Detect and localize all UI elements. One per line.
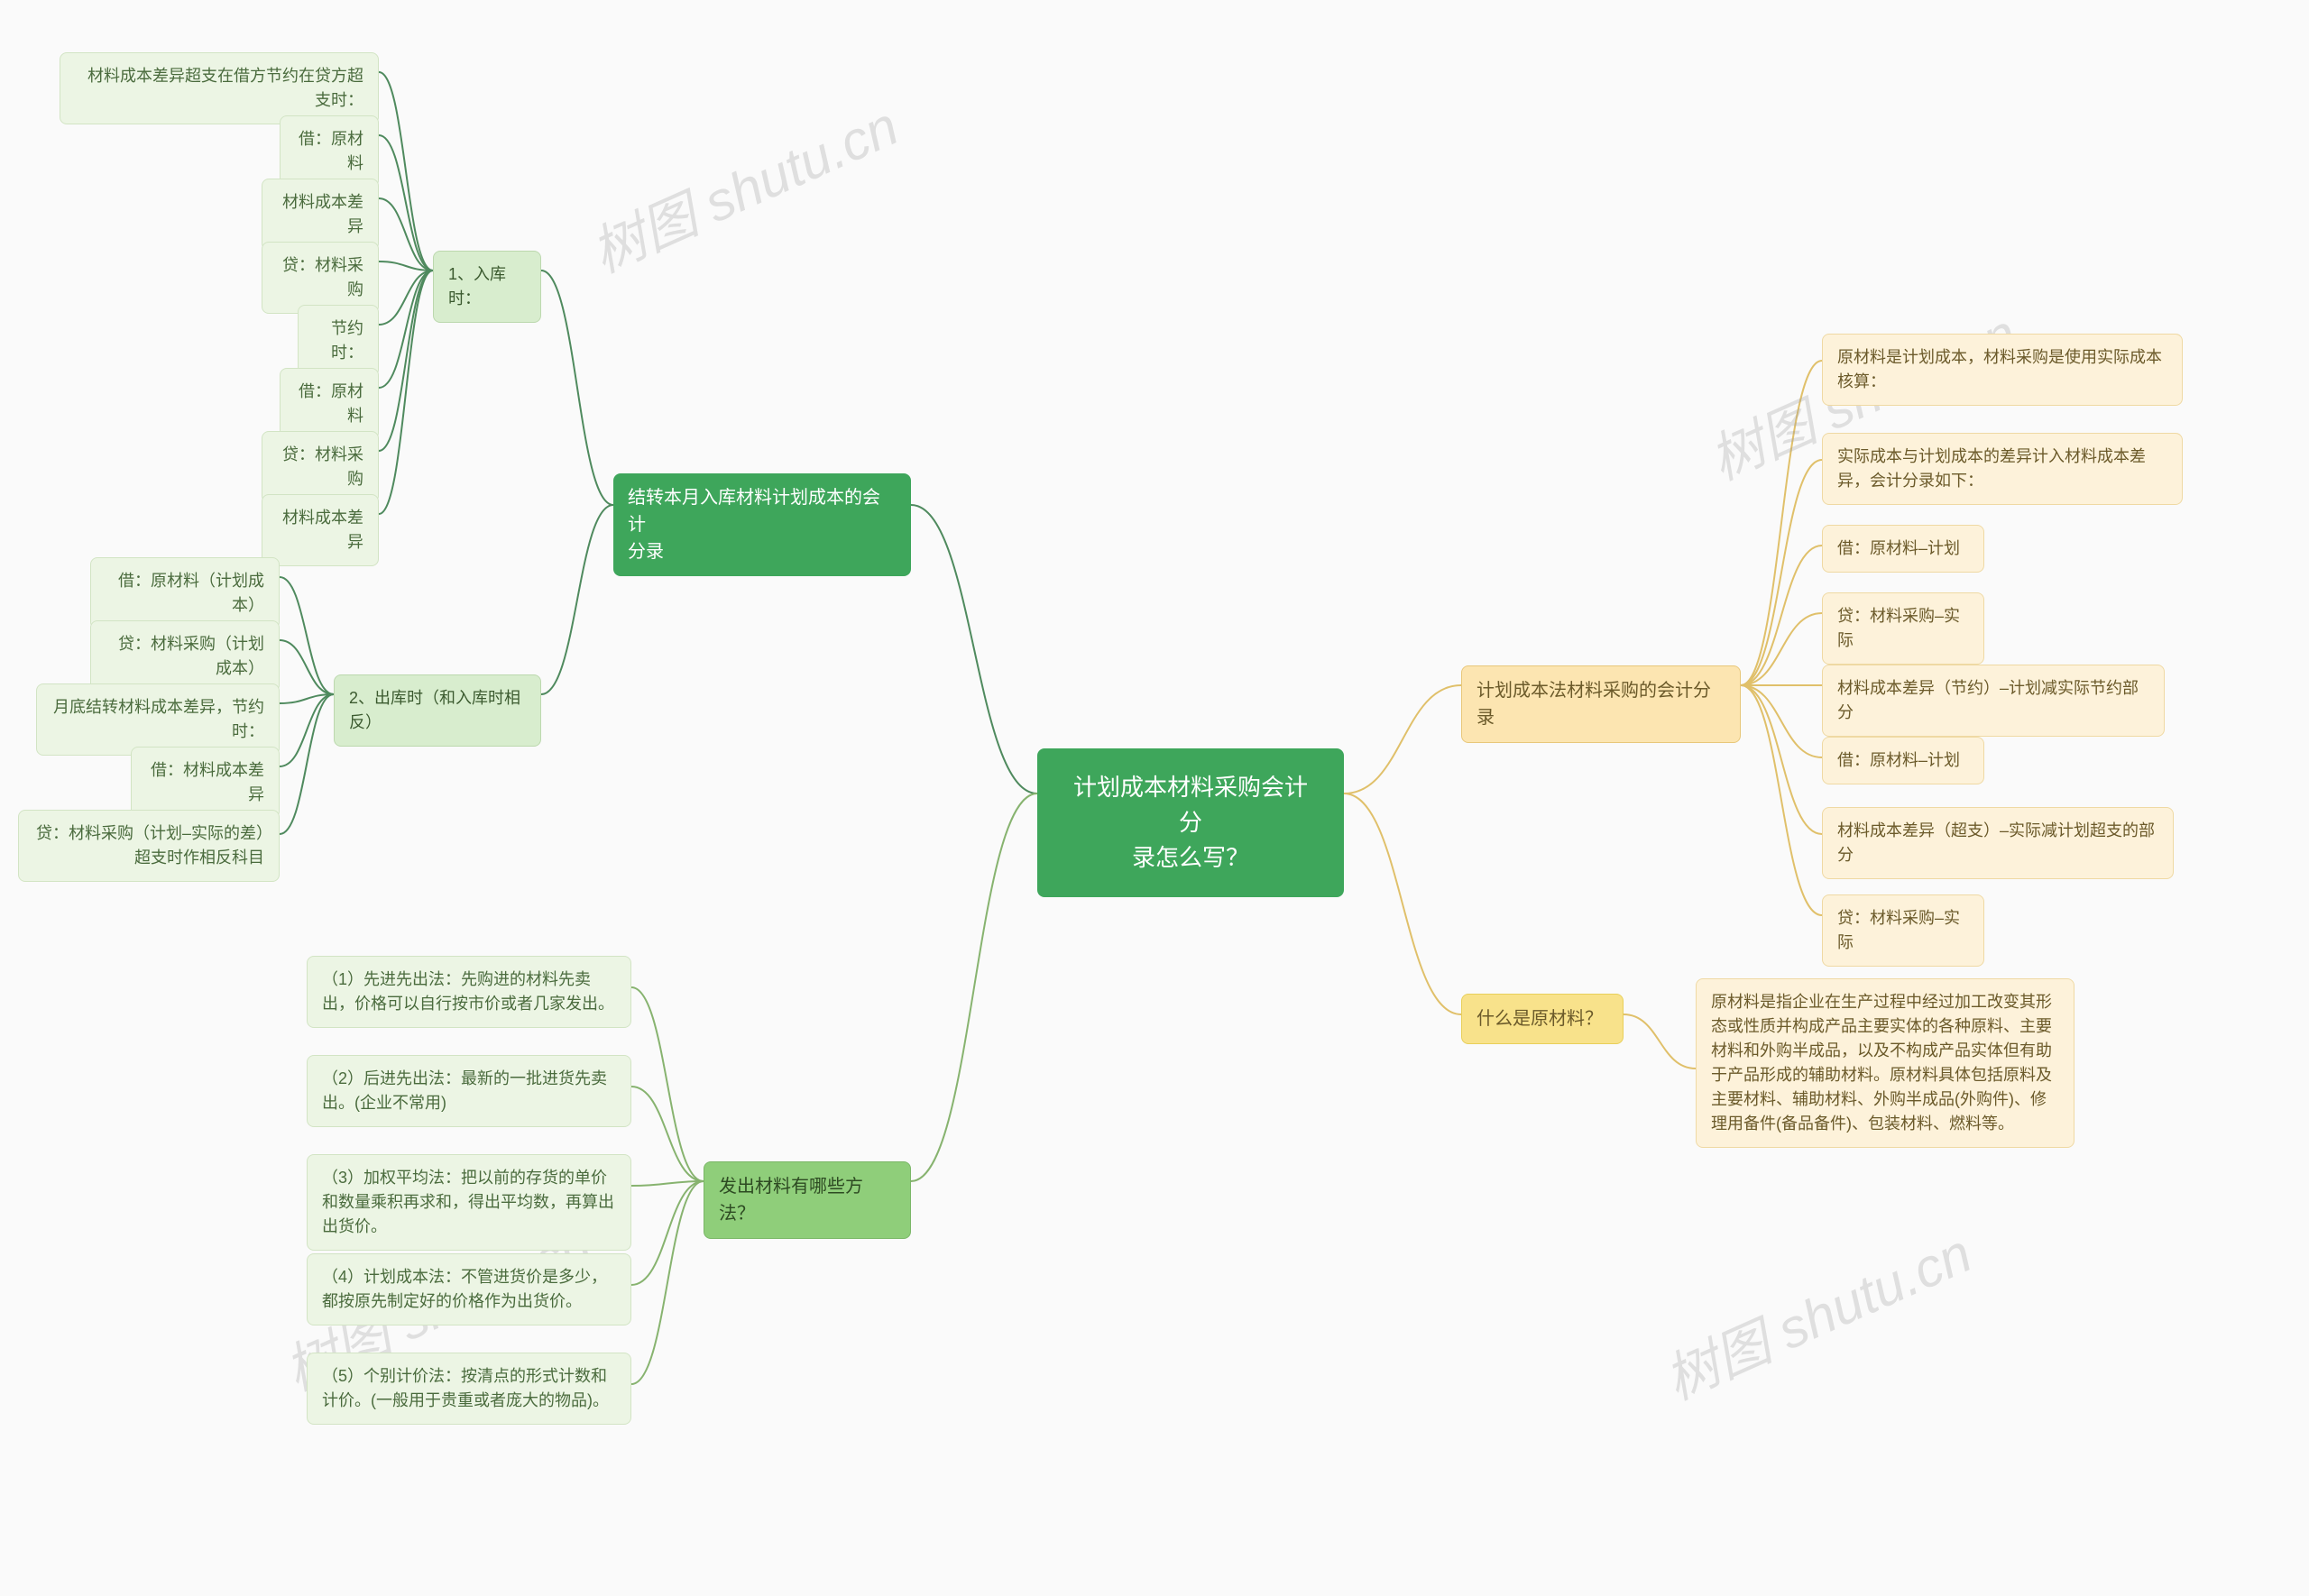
left-sub2-leaf-1[interactable]: 贷：材料采购（计划成本）: [90, 620, 280, 693]
left-branch2-leaf-3[interactable]: （4）计划成本法：不管进货价是多少，都按原先制定好的价格作为出货价。: [307, 1253, 631, 1325]
right-branch-1-leaf-1[interactable]: 实际成本与计划成本的差异计入材料成本差异，会计分录如下：: [1822, 433, 2183, 505]
right-branch-1-leaf-6[interactable]: 材料成本差异（超支）–实际减计划超支的部分: [1822, 807, 2174, 879]
right-branch-1-leaf-3[interactable]: 贷：材料采购–实际: [1822, 592, 1984, 665]
left-sub1-leaf-6[interactable]: 贷：材料采购: [262, 431, 379, 503]
left-branch2-leaf-0[interactable]: （1）先进先出法：先购进的材料先卖出，价格可以自行按市价或者几家发出。: [307, 956, 631, 1028]
right-branch-1-leaf-2[interactable]: 借：原材料–计划: [1822, 525, 1984, 573]
root-line1: 计划成本材料采购会计分: [1066, 770, 1315, 840]
right-branch-2-leaf[interactable]: 原材料是指企业在生产过程中经过加工改变其形态或性质并构成产品主要实体的各种原料、…: [1696, 978, 2074, 1148]
left-branch-2[interactable]: 发出材料有哪些方法？: [704, 1161, 911, 1239]
right-branch-1-leaf-5[interactable]: 借：原材料–计划: [1822, 737, 1984, 784]
right-branch-1-leaf-0[interactable]: 原材料是计划成本，材料采购是使用实际成本核算：: [1822, 334, 2183, 406]
left-sub2-leaf-2[interactable]: 月底结转材料成本差异，节约时：: [36, 683, 280, 756]
left-sub1-leaf-0[interactable]: 材料成本差异超支在借方节约在贷方超支时：: [60, 52, 379, 124]
watermark: 树图 shutu.cn: [577, 83, 908, 288]
left-sub2-leaf-4[interactable]: 贷：材料采购（计划–实际的差）超支时作相反科目: [18, 810, 280, 882]
left-branch2-leaf-2[interactable]: （3）加权平均法：把以前的存货的单价和数量乘积再求和，得出平均数，再算出出货价。: [307, 1154, 631, 1251]
left-branch-1-line2: 分录: [628, 538, 897, 565]
root-node[interactable]: 计划成本材料采购会计分 录怎么写？: [1037, 748, 1344, 897]
left-sub-2[interactable]: 2、出库时（和入库时相反）: [334, 674, 541, 747]
left-sub1-leaf-7[interactable]: 材料成本差异: [262, 494, 379, 566]
left-sub1-leaf-4[interactable]: 节约时：: [298, 305, 379, 377]
left-branch2-leaf-1[interactable]: （2）后进先出法：最新的一批进货先卖出。(企业不常用): [307, 1055, 631, 1127]
left-sub1-leaf-2[interactable]: 材料成本差异: [262, 179, 379, 251]
left-branch-1-line1: 结转本月入库材料计划成本的会计: [628, 484, 897, 538]
right-branch-1-leaf-7[interactable]: 贷：材料采购–实际: [1822, 894, 1984, 967]
right-branch-1[interactable]: 计划成本法材料采购的会计分录: [1461, 665, 1741, 743]
left-sub1-leaf-3[interactable]: 贷：材料采购: [262, 242, 379, 314]
root-line2: 录怎么写？: [1066, 840, 1315, 876]
left-branch-1[interactable]: 结转本月入库材料计划成本的会计 分录: [613, 473, 911, 576]
left-sub-1[interactable]: 1、入库时：: [433, 251, 541, 323]
left-branch2-leaf-4[interactable]: （5）个别计价法：按清点的形式计数和计价。(一般用于贵重或者庞大的物品)。: [307, 1353, 631, 1425]
left-sub1-leaf-1[interactable]: 借：原材料: [280, 115, 379, 188]
left-sub1-leaf-5[interactable]: 借：原材料: [280, 368, 379, 440]
right-branch-1-leaf-4[interactable]: 材料成本差异（节约）–计划减实际节约部分: [1822, 665, 2165, 737]
watermark: 树图 shutu.cn: [1651, 1210, 1982, 1415]
right-branch-2[interactable]: 什么是原材料？: [1461, 994, 1624, 1044]
left-sub2-leaf-3[interactable]: 借：材料成本差异: [131, 747, 280, 819]
left-sub2-leaf-0[interactable]: 借：原材料（计划成本）: [90, 557, 280, 629]
